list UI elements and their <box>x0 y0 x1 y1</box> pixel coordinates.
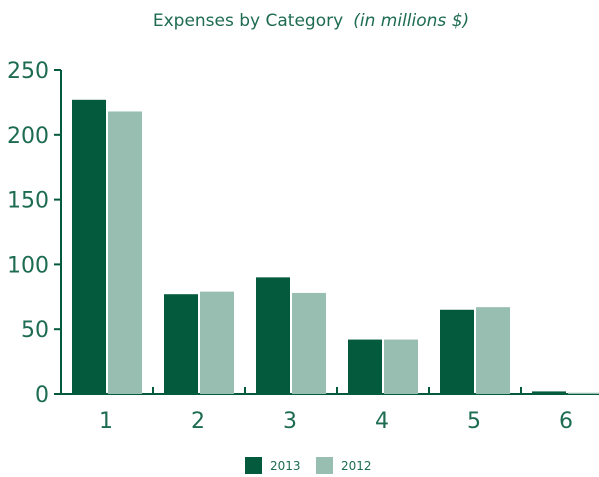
legend-label-2013: 2013 <box>270 459 301 473</box>
y-axis-ticks: 0 50 100 150 200 250 <box>7 59 61 408</box>
bars <box>72 99 599 395</box>
legend: 2013 2012 <box>245 457 372 474</box>
x-tick-label: 6 <box>559 409 573 434</box>
x-tick-label: 2 <box>191 409 205 434</box>
bar-2012-cat-4 <box>384 339 418 394</box>
y-tick-label: 150 <box>7 189 49 214</box>
bar-2013-cat-2 <box>164 294 198 394</box>
chart-title-unit: (in millions $) <box>353 11 469 31</box>
bar-2012-cat-6 <box>568 392 599 394</box>
y-tick-label: 200 <box>7 124 49 149</box>
y-tick-label: 50 <box>21 318 49 343</box>
x-tick-label: 5 <box>467 409 481 434</box>
chart-title-main: Expenses by Category <box>153 11 343 31</box>
bar-2013-cat-4 <box>348 339 382 394</box>
y-tick-label: 250 <box>7 59 49 84</box>
legend-label-2012: 2012 <box>341 459 372 473</box>
legend-swatch-2012 <box>316 457 333 474</box>
x-tick-label: 3 <box>283 409 297 434</box>
x-axis-ticks: 1 2 3 4 5 6 <box>99 387 573 434</box>
chart-title: Expenses by Category (in millions $) <box>153 11 469 31</box>
bar-2012-cat-2 <box>200 291 234 394</box>
y-tick-label: 100 <box>7 253 49 278</box>
bar-2012-cat-1 <box>108 111 142 395</box>
bar-2012-cat-5 <box>476 307 510 394</box>
x-tick-label: 4 <box>375 409 389 434</box>
x-tick-label: 1 <box>99 409 113 434</box>
bar-2013-cat-5 <box>440 309 474 394</box>
y-tick-label: 0 <box>35 383 49 408</box>
legend-swatch-2013 <box>245 457 262 474</box>
bar-2013-cat-1 <box>72 99 106 395</box>
bar-2013-cat-6 <box>532 391 566 394</box>
bar-2013-cat-3 <box>256 277 290 394</box>
bar-2012-cat-3 <box>292 292 326 394</box>
